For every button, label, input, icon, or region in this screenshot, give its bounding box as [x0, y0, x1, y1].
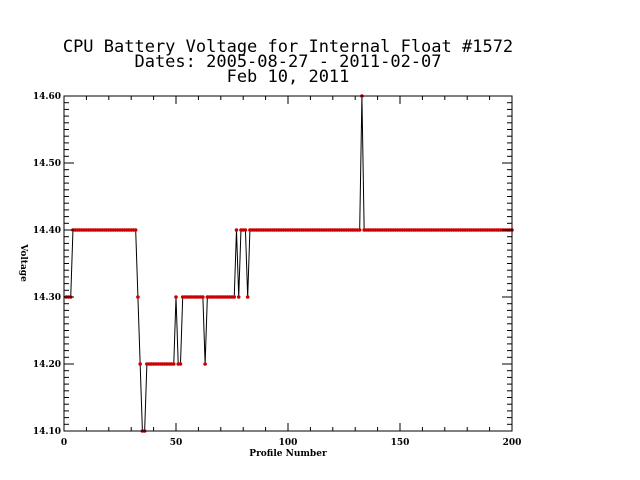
x-tick-label: 50 — [170, 438, 183, 448]
tick-labels: 0 50 100 150 200 14.10 14.20 14.30 14.40 14.50 14.… — [33, 92, 522, 448]
plot-frame — [63, 95, 513, 432]
y-tick-label: 14.10 — [33, 427, 61, 437]
x-axis-label: Profile Number — [249, 449, 327, 459]
data-point — [178, 362, 183, 366]
ticks-layer — [63, 95, 513, 432]
y-tick-label: 14.50 — [33, 159, 61, 169]
series-layer — [64, 94, 514, 433]
data-point — [357, 228, 362, 232]
data-point — [236, 295, 241, 299]
data-point — [201, 295, 205, 299]
x-tick-label: 150 — [391, 438, 410, 448]
data-point — [133, 228, 138, 232]
chart-title-line-1: CPU Battery Voltage for Internal Float #… — [63, 37, 513, 57]
y-tick-label: 14.60 — [33, 92, 61, 102]
y-axis-label: Voltage — [18, 243, 28, 282]
data-point — [243, 228, 248, 232]
data-point — [232, 295, 237, 299]
x-tick-label: 200 — [503, 438, 522, 448]
series-line-0 — [66, 95, 512, 432]
data-point — [203, 362, 207, 366]
x-tick-label: 0 — [61, 438, 67, 448]
data-point — [171, 362, 176, 366]
data-point — [174, 295, 178, 299]
data-point — [138, 362, 142, 366]
chart-title-line-3: Feb 10, 2011 — [227, 67, 350, 87]
y-tick-label: 14.40 — [33, 226, 61, 236]
chart-title-line-2: Dates: 2005-08-27 - 2011-02-07 — [134, 52, 441, 72]
chart-title: CPU Battery Voltage for Internal Float #… — [63, 37, 513, 87]
data-point — [234, 228, 239, 232]
y-tick-label: 14.20 — [33, 360, 61, 370]
data-point — [245, 295, 250, 299]
x-tick-label: 100 — [279, 438, 298, 448]
data-point — [136, 295, 140, 299]
y-tick-label: 14.30 — [33, 293, 61, 303]
